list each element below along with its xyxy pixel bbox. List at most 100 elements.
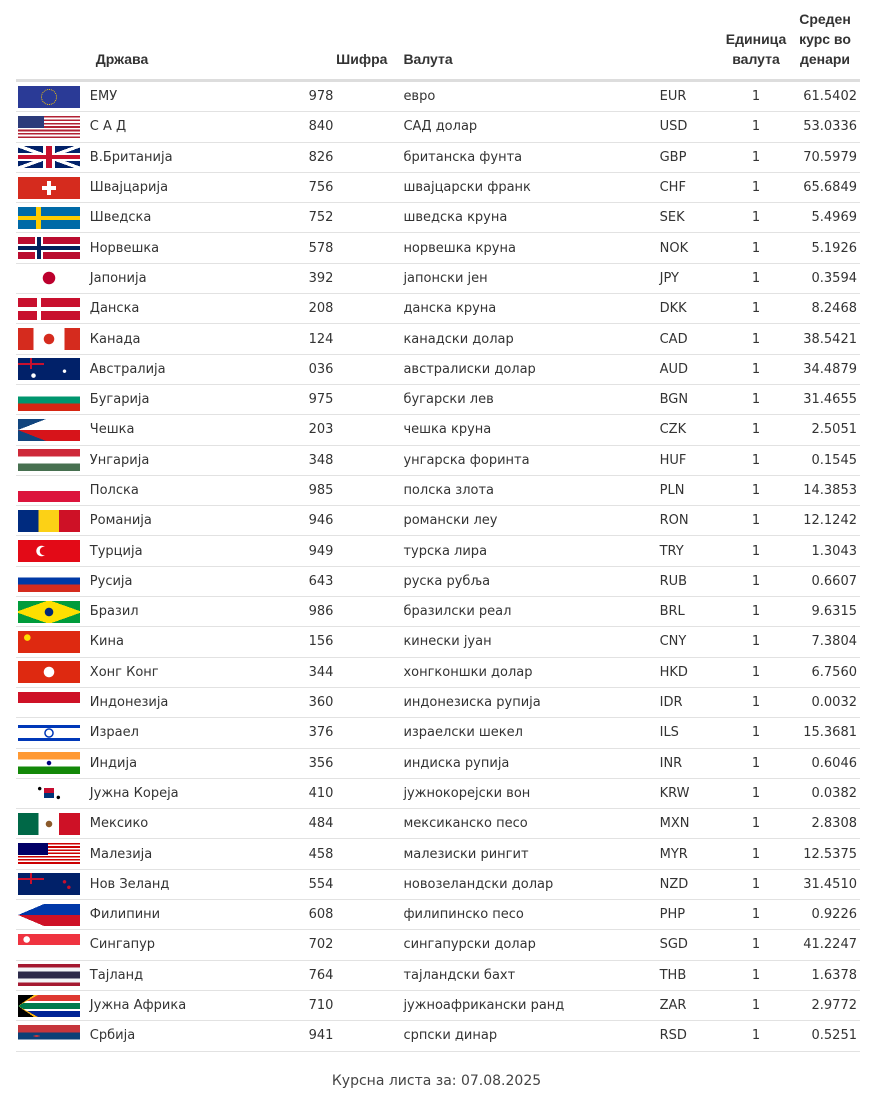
currency-cell: новозеландски долар	[403, 869, 660, 901]
currency-cell: британска фунта	[403, 142, 660, 173]
code-cell: 578	[264, 232, 404, 264]
unit-cell: 1	[719, 869, 793, 901]
rate-cell: 8.2468	[793, 293, 860, 325]
unit-cell: 1	[719, 838, 793, 870]
code-cell: 710	[264, 990, 404, 1022]
code-cell: 554	[264, 869, 404, 901]
rate-cell: 6.7560	[793, 657, 860, 688]
rate-cell: 0.1545	[793, 445, 860, 476]
flag-cell	[16, 566, 90, 598]
rate-cell: 5.1926	[793, 232, 860, 264]
country-cell: Данска	[89, 293, 265, 325]
rate-cell: 5.4969	[793, 202, 860, 234]
table-row: Канада 124 канадски долар CAD 1 38.5421	[16, 323, 860, 355]
iso-cell: GBP	[659, 142, 720, 173]
country-cell: Тајланд	[89, 960, 265, 991]
flag-chf-icon	[18, 176, 80, 199]
iso-cell: DKK	[659, 293, 720, 325]
country-cell: Швајцарија	[89, 172, 265, 204]
flag-cell	[16, 475, 90, 507]
country-cell: Србија	[89, 1020, 265, 1052]
flag-sgd-icon	[18, 933, 80, 956]
country-cell: Русија	[89, 566, 265, 598]
code-cell: 156	[264, 626, 404, 658]
flag-cny-icon	[18, 630, 80, 653]
currency-cell: САД долар	[403, 111, 660, 143]
currency-cell: турска лира	[403, 535, 660, 567]
currency-cell: унгарска форинта	[403, 445, 660, 476]
rate-cell: 70.5979	[793, 142, 860, 173]
iso-cell: RON	[659, 505, 720, 537]
flag-mxn-icon	[18, 812, 80, 835]
country-cell: Индија	[89, 748, 265, 779]
iso-cell: CZK	[659, 414, 720, 446]
currency-cell: индиска рупија	[403, 748, 660, 779]
table-row: Тајланд 764 тајландски бахт THB 1 1.6378	[16, 960, 860, 991]
iso-cell: TRY	[659, 535, 720, 567]
unit-cell: 1	[719, 232, 793, 264]
flag-cell	[16, 657, 90, 688]
country-cell: Кина	[89, 626, 265, 658]
unit-cell: 1	[719, 596, 793, 628]
flag-cell	[16, 142, 90, 173]
iso-cell: JPY	[659, 263, 720, 295]
unit-cell: 1	[719, 899, 793, 931]
iso-cell: RSD	[659, 1020, 720, 1052]
currency-cell: филипинско песо	[403, 899, 660, 931]
code-cell: 203	[264, 414, 404, 446]
currency-cell: кинески јуан	[403, 626, 660, 658]
flag-nzd-icon	[18, 873, 80, 896]
unit-cell: 1	[719, 293, 793, 325]
country-cell: Шведска	[89, 202, 265, 234]
currency-cell: евро	[403, 80, 660, 113]
iso-cell: CAD	[659, 323, 720, 355]
table-row: Мексико 484 мексиканско песо MXN 1 2.8308	[16, 808, 860, 840]
rate-cell: 1.3043	[793, 535, 860, 567]
rate-cell: 53.0336	[793, 111, 860, 143]
currency-cell: романски леу	[403, 505, 660, 537]
country-cell: Бразил	[89, 596, 265, 628]
code-cell: 702	[264, 929, 404, 961]
flag-inr-icon	[18, 752, 80, 775]
currency-cell: руска рубља	[403, 566, 660, 598]
flag-huf-icon	[18, 449, 80, 472]
flag-cell	[16, 748, 90, 779]
header-iso	[659, 0, 720, 82]
currency-cell: српски динар	[403, 1020, 660, 1052]
unit-cell: 1	[719, 142, 793, 173]
currency-cell: бугарски лев	[403, 384, 660, 416]
code-cell: 348	[264, 445, 404, 476]
flag-ils-icon	[18, 721, 80, 744]
rate-cell: 34.4879	[793, 354, 860, 385]
code-cell: 826	[264, 142, 404, 173]
code-cell: 946	[264, 505, 404, 537]
country-cell: Норвешка	[89, 232, 265, 264]
flag-pln-icon	[18, 479, 80, 502]
unit-cell: 1	[719, 929, 793, 961]
country-cell: Мексико	[89, 808, 265, 840]
rate-cell: 12.5375	[793, 838, 860, 870]
currency-cell: бразилски реал	[403, 596, 660, 628]
unit-cell: 1	[719, 323, 793, 355]
flag-ron-icon	[18, 509, 80, 532]
table-row: Нов Зеланд 554 новозеландски долар NZD 1 31.4…	[16, 869, 860, 901]
flag-cell	[16, 869, 90, 901]
table-row: Хонг Конг 344 хонгконшки долар HKD 1 6.7560	[16, 657, 860, 688]
rate-cell: 7.3804	[793, 626, 860, 658]
table-row: С А Д 840 САД долар USD 1 53.0336	[16, 111, 860, 143]
code-cell: 756	[264, 172, 404, 204]
iso-cell: NZD	[659, 869, 720, 901]
code-cell: 208	[264, 293, 404, 325]
table-row: Јапонија 392 јапонски јен JPY 1 0.3594	[16, 263, 860, 295]
flag-usd-icon	[18, 115, 80, 138]
rate-cell: 2.5051	[793, 414, 860, 446]
rate-cell: 0.9226	[793, 899, 860, 931]
iso-cell: NOK	[659, 232, 720, 264]
iso-cell: MYR	[659, 838, 720, 870]
country-cell: С А Д	[89, 111, 265, 143]
flag-cell	[16, 111, 90, 143]
table-header-row: Држава Шифра Валута Единица валута Среде…	[16, 0, 860, 82]
rate-cell: 15.3681	[793, 717, 860, 749]
country-cell: Унгарија	[89, 445, 265, 476]
table-row: Сингапур 702 сингапурски долар SGD 1 41.2247	[16, 929, 860, 961]
